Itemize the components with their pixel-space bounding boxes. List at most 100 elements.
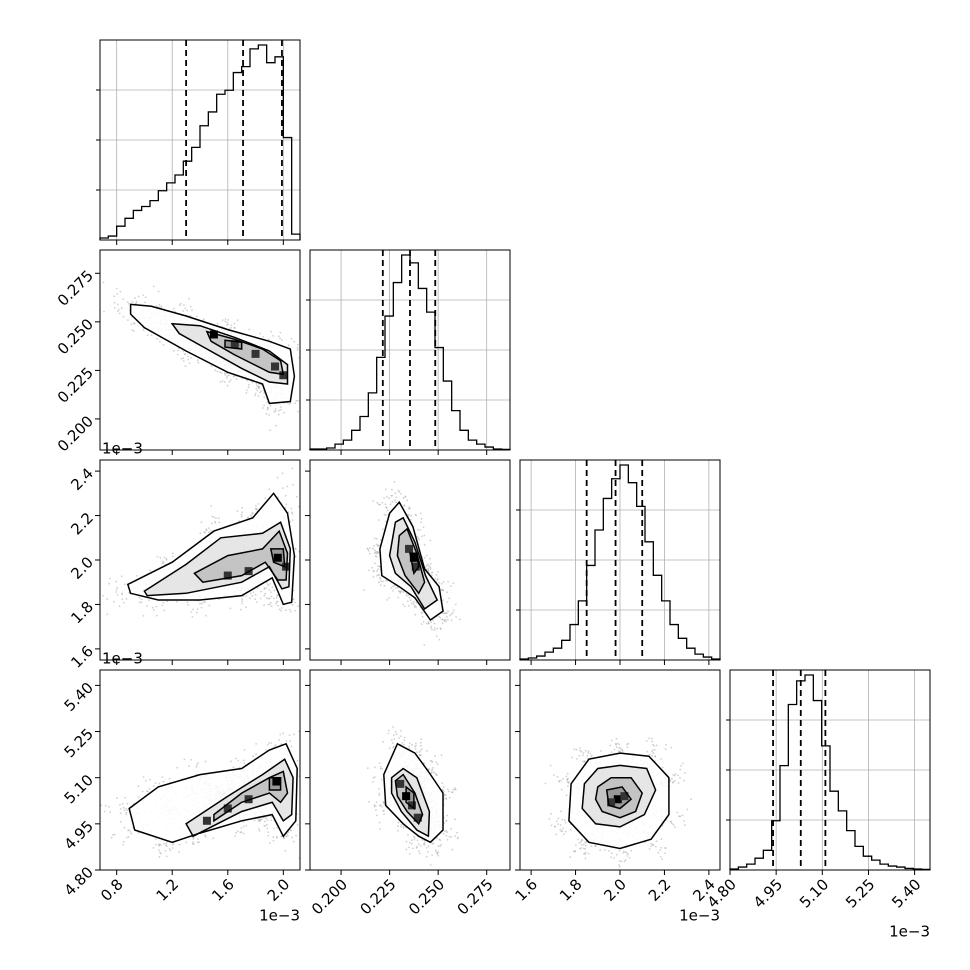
sample-point: [423, 840, 426, 842]
sample-point: [427, 620, 430, 623]
density-peak: [202, 816, 211, 825]
sample-point: [383, 809, 385, 812]
sample-point: [454, 787, 456, 789]
sample-point: [210, 505, 213, 507]
sample-point: [412, 835, 415, 838]
sample-point: [259, 597, 262, 600]
sample-point: [375, 543, 378, 546]
sample-point: [660, 846, 662, 849]
sample-point: [670, 746, 673, 749]
density-panel: [305, 459, 511, 665]
sample-point: [389, 503, 392, 506]
sample-point: [132, 322, 135, 324]
sample-point: [265, 597, 268, 599]
sample-point: [137, 295, 140, 298]
sample-point: [383, 801, 386, 804]
sample-point: [108, 805, 110, 808]
sample-point: [290, 829, 292, 832]
sample-point: [430, 760, 433, 762]
sample-point: [622, 850, 625, 853]
sample-point: [363, 589, 365, 591]
sample-point: [268, 742, 270, 744]
sample-point: [305, 353, 307, 355]
sample-point: [376, 574, 378, 577]
sample-point: [446, 618, 449, 621]
sample-point: [303, 339, 305, 341]
sample-point: [408, 506, 411, 509]
sample-point: [381, 768, 384, 770]
sample-point: [420, 517, 423, 520]
sample-point: [116, 797, 118, 799]
sample-point: [431, 842, 434, 845]
sample-point: [131, 300, 134, 303]
sample-point: [379, 768, 382, 770]
sample-point: [214, 369, 217, 372]
sample-point: [122, 843, 124, 846]
sample-point: [284, 849, 287, 852]
sample-point: [276, 600, 278, 603]
sample-point: [302, 358, 304, 360]
sample-point: [192, 608, 194, 611]
sample-point: [287, 834, 289, 837]
sample-point: [653, 745, 656, 747]
sample-point: [260, 590, 262, 593]
sample-point: [386, 509, 389, 512]
sample-point: [429, 539, 432, 542]
sample-point: [266, 408, 269, 411]
sample-point: [400, 492, 402, 495]
sample-point: [184, 307, 187, 310]
sample-point: [119, 821, 122, 823]
sample-point: [190, 758, 193, 761]
sample-point: [126, 301, 129, 303]
sample-point: [368, 552, 371, 555]
sample-point: [655, 840, 658, 842]
sample-point: [397, 596, 400, 599]
histogram-panel: [726, 669, 931, 875]
sample-point: [263, 820, 266, 823]
sample-point: [186, 601, 189, 604]
sample-point: [158, 303, 161, 306]
sample-point: [435, 773, 438, 776]
sample-point: [378, 794, 380, 796]
sample-point: [131, 329, 134, 331]
sample-point: [320, 359, 322, 361]
sample-point: [307, 769, 309, 771]
sample-point: [447, 581, 449, 583]
panel-frame: [99, 669, 301, 871]
sample-point: [106, 613, 109, 616]
sample-point: [435, 635, 438, 638]
sample-point: [289, 520, 292, 523]
sample-point: [163, 561, 165, 564]
sample-point: [371, 547, 374, 550]
sample-point: [190, 611, 193, 613]
sample-point: [203, 531, 206, 534]
sample-point: [382, 801, 385, 804]
sample-point: [171, 843, 174, 846]
sample-point: [584, 749, 587, 752]
sample-point: [162, 780, 165, 783]
sample-point: [235, 378, 238, 380]
sample-point: [155, 843, 157, 846]
sample-point: [198, 841, 200, 844]
sample-point: [450, 613, 453, 615]
sample-point: [126, 836, 128, 839]
sample-point: [445, 819, 448, 822]
sample-point: [254, 394, 257, 397]
sample-point: [266, 827, 269, 830]
sample-point: [559, 824, 562, 826]
sample-point: [454, 788, 456, 791]
sample-point: [245, 606, 247, 609]
sample-point: [199, 602, 201, 605]
sample-point: [566, 778, 569, 780]
sample-point: [372, 780, 374, 783]
sample-point: [304, 375, 306, 377]
sample-point: [270, 595, 273, 598]
sample-point: [661, 858, 663, 860]
contour-line: [126, 492, 296, 606]
sample-point: [171, 555, 174, 558]
sample-point: [260, 818, 263, 820]
sample-point: [118, 312, 121, 315]
sample-point: [434, 772, 437, 775]
sample-point: [109, 811, 112, 813]
sample-point: [219, 381, 222, 383]
